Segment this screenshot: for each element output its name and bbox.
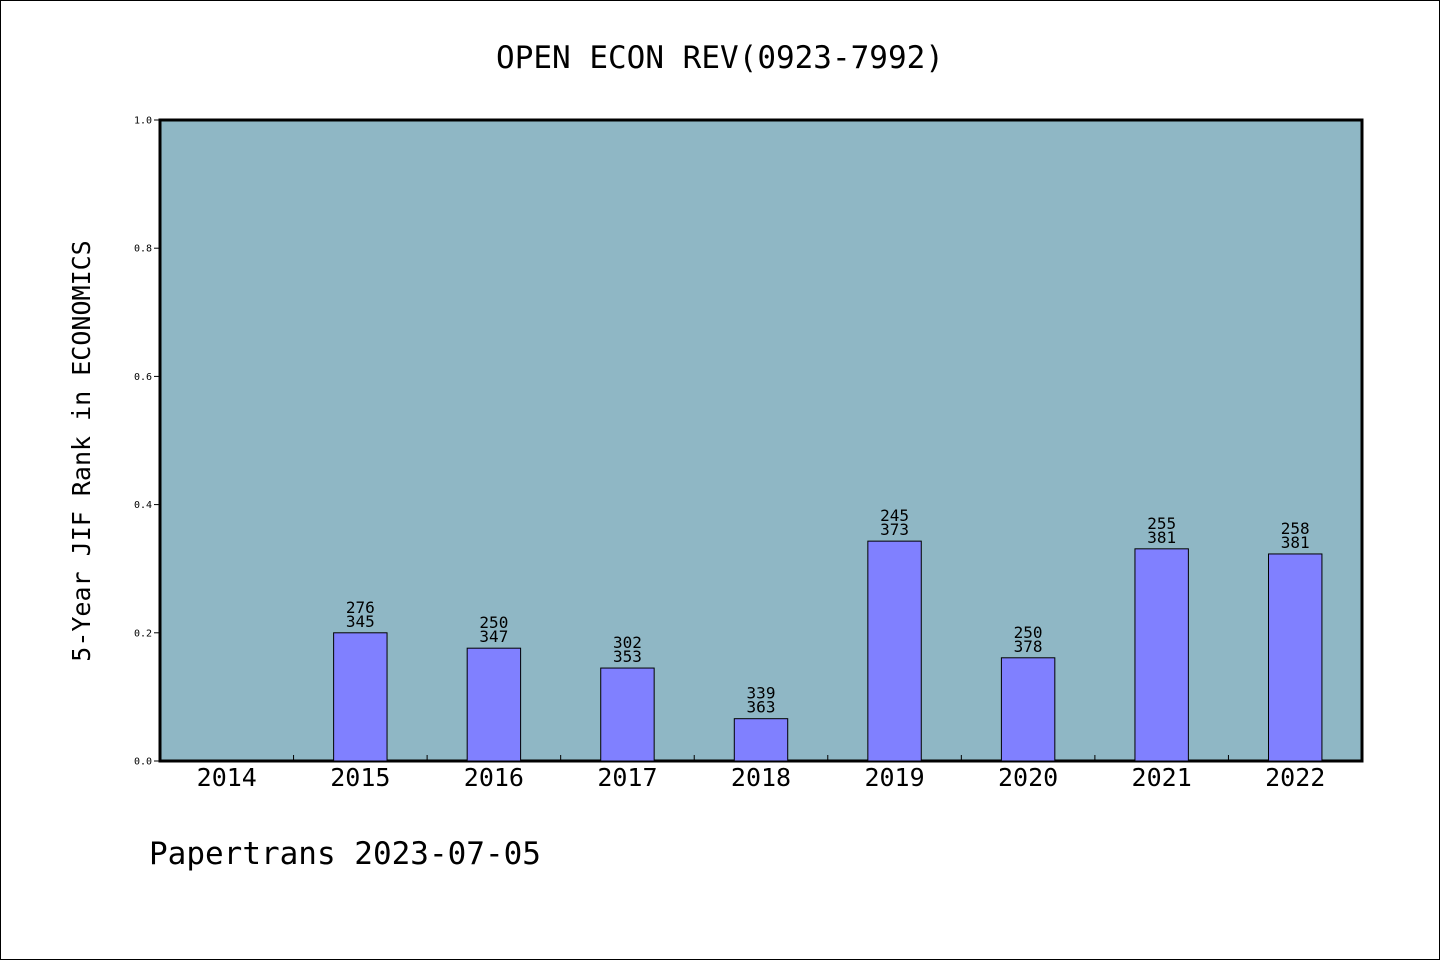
data-label-total: 363	[747, 698, 776, 717]
bar-2016	[466, 647, 522, 762]
y-tick-label: 0.8	[134, 244, 152, 255]
data-label-total: 381	[1281, 533, 1310, 552]
data-label-total: 347	[479, 627, 508, 646]
data-label-total: 378	[1014, 637, 1043, 656]
x-tick-label: 2018	[731, 763, 791, 792]
data-label-rank: 250	[479, 613, 508, 632]
data-label-total: 345	[346, 612, 375, 631]
y-tick-label: 1.0	[134, 116, 152, 127]
bar-2018	[733, 718, 789, 762]
footer-credit: Papertrans 2023-07-05	[149, 836, 541, 872]
x-tick-label: 2014	[197, 763, 257, 792]
x-tick-label: 2021	[1132, 763, 1192, 792]
y-axis-label: 5-Year JIF Rank in ECONOMICS	[67, 240, 96, 661]
data-label-rank: 302	[613, 633, 642, 652]
axis-ticks: 0.0 0.2 0.4 0.6 0.8 1.0 2014 2015 2016 2017 2018 20…	[134, 116, 1325, 793]
data-label-rank: 250	[1014, 623, 1043, 642]
data-label-rank: 245	[880, 506, 909, 525]
x-tick-label: 2019	[864, 763, 924, 792]
chart-title: OPEN ECON REV(0923-7992)	[496, 40, 944, 76]
bar-2017	[600, 667, 655, 762]
data-label-rank: 276	[346, 598, 375, 617]
bar-2015	[333, 632, 388, 762]
data-label-total: 373	[880, 520, 909, 539]
bar-2020	[1000, 657, 1056, 762]
x-tick-label: 2022	[1265, 763, 1325, 792]
bar-2022	[1268, 553, 1323, 762]
data-label-total: 381	[1147, 528, 1176, 547]
bar-2021	[1134, 548, 1189, 762]
x-tick-label: 2015	[330, 763, 390, 792]
data-label-rank: 258	[1281, 519, 1310, 538]
y-tick-label: 0.4	[134, 500, 152, 511]
x-tick-label: 2017	[597, 763, 657, 792]
data-label-rank: 339	[747, 684, 776, 703]
x-tick-label: 2020	[998, 763, 1058, 792]
bar-2019	[867, 540, 922, 762]
data-label-rank: 255	[1147, 514, 1176, 533]
y-tick-label: 0.2	[134, 628, 152, 639]
x-tick-label: 2016	[464, 763, 524, 792]
y-tick-label: 0.0	[134, 757, 152, 768]
data-label-total: 353	[613, 647, 642, 666]
bars	[333, 540, 1323, 762]
y-tick-label: 0.6	[134, 372, 152, 383]
